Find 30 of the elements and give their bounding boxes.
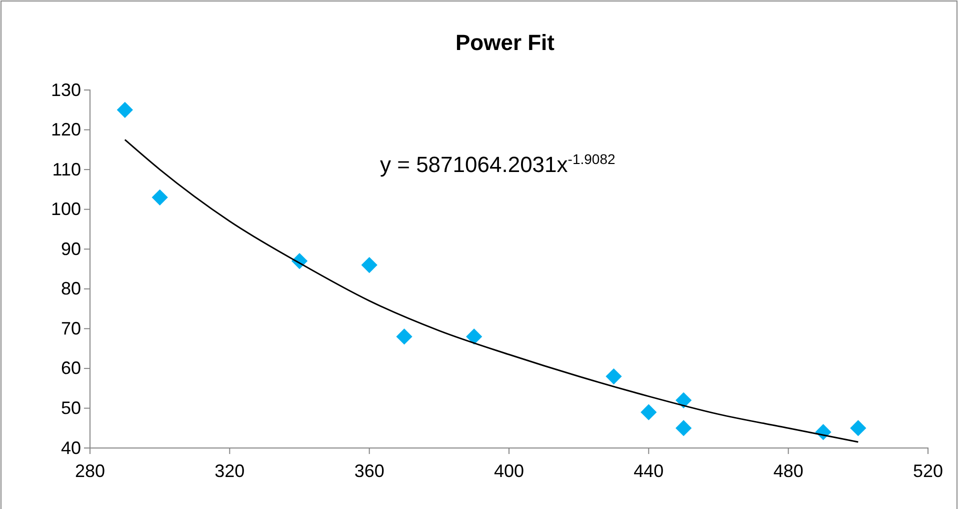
point [676, 392, 692, 408]
y-tick-label: 40 [60, 438, 81, 458]
point [361, 256, 378, 274]
point [152, 189, 168, 206]
x-tick-label: 280 [74, 460, 106, 481]
y-tick-label: 110 [52, 159, 81, 180]
point [396, 328, 412, 345]
annotation: y = 5871064.2031x$^{-1.9082}$ [380, 150, 616, 177]
y-tick-label: 60 [60, 358, 81, 378]
point [606, 368, 622, 384]
point [116, 102, 133, 118]
x-tick-label: 440 [634, 460, 664, 481]
x-tick-label: 520 [912, 460, 944, 481]
y-tick-label: 90 [60, 238, 81, 259]
y-tick-label: 120 [50, 120, 81, 140]
x-tick-label: 360 [354, 460, 384, 481]
y-tick-label: 50 [60, 398, 81, 418]
y-tick-label: 80 [60, 278, 81, 299]
x-tick-label: 320 [214, 460, 245, 481]
line-series [124, 138, 859, 443]
point [850, 420, 866, 436]
point [466, 328, 482, 345]
chart-title: Power Fit [455, 30, 556, 55]
y-tick-label: 130 [50, 80, 81, 100]
y-tick-label: 70 [60, 318, 81, 338]
x-tick-label: 400 [494, 460, 524, 481]
y-tick-label: 100 [50, 199, 81, 220]
x-tick-label: 480 [773, 460, 804, 481]
point [676, 420, 692, 436]
point [640, 404, 657, 420]
